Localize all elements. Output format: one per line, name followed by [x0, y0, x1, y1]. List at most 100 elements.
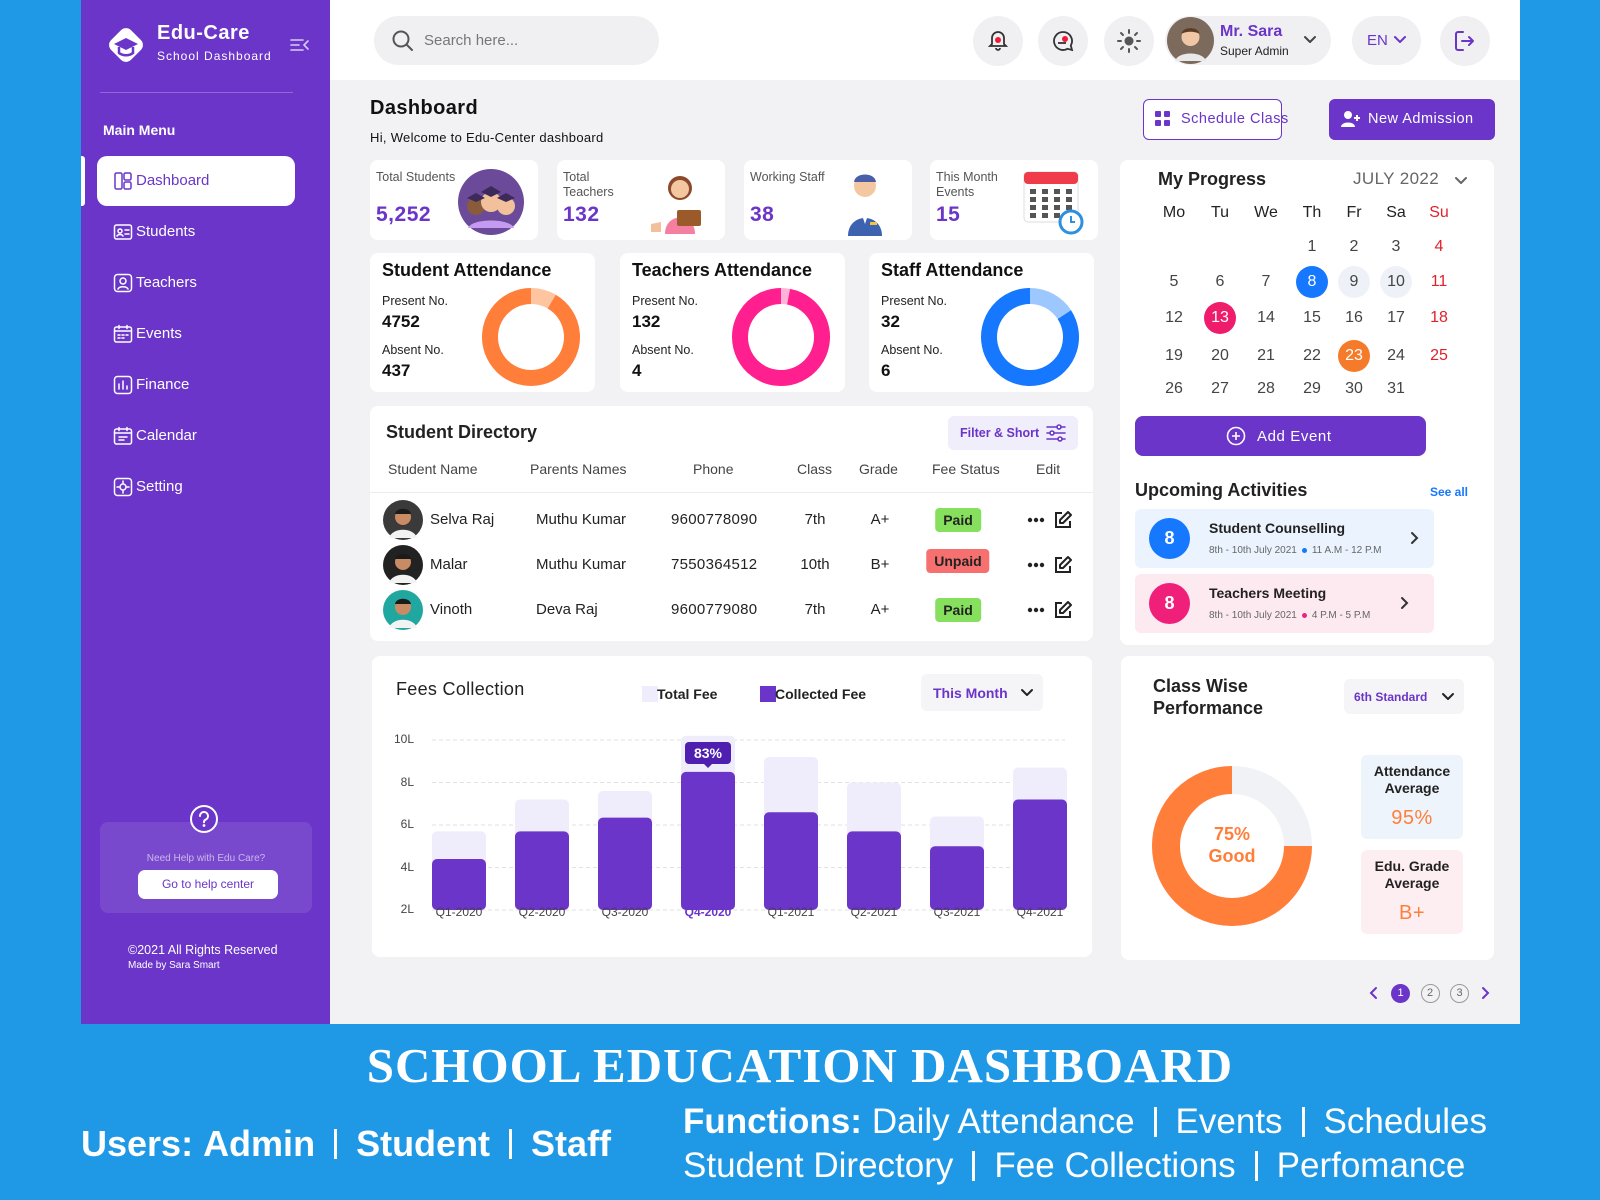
icon-button[interactable] [1038, 16, 1088, 66]
calendar-day[interactable]: 27 [1211, 380, 1229, 397]
page-next[interactable] [1477, 985, 1493, 1001]
select-label: This Month [933, 685, 1008, 701]
grade: A+ [870, 601, 890, 618]
fees-plot [432, 735, 1067, 911]
separator [1153, 1107, 1157, 1137]
user-menu[interactable]: Mr. Sara Super Admin [1165, 16, 1331, 65]
banner-title: SCHOOL EDUCATION DASHBOARD [366, 1038, 1234, 1093]
icon-shape [1024, 172, 1078, 184]
calendar-day[interactable]: 19 [1165, 347, 1183, 364]
dot [1301, 613, 1307, 618]
calendar-day[interactable]: 4 [1434, 238, 1444, 255]
calendar-day[interactable]: 22 [1303, 347, 1321, 364]
calendar-day[interactable]: 21 [1257, 347, 1275, 364]
calendar-day[interactable]: 14 [1257, 309, 1275, 326]
page-prev[interactable] [1366, 985, 1382, 1001]
page-number[interactable]: 3 [1450, 984, 1469, 1003]
calendar-day[interactable]: 9 [1349, 273, 1359, 290]
icon-shape [1059, 601, 1072, 614]
search-box[interactable]: Search here... [374, 16, 659, 65]
attendance-donut [981, 288, 1079, 386]
calendar-day[interactable]: 26 [1165, 380, 1183, 397]
calendar-day[interactable]: 29 [1303, 380, 1321, 397]
logout-button[interactable] [1440, 16, 1490, 66]
schedule-class-button[interactable]: Schedule Class [1143, 99, 1288, 140]
menu-icon [113, 224, 133, 240]
page-number[interactable]: 1 [1391, 984, 1410, 1003]
filter-button[interactable]: Filter & Short [948, 416, 1078, 450]
icon-shape [1369, 987, 1377, 999]
separator [1254, 1151, 1258, 1181]
calendar-day[interactable]: 11 [1430, 273, 1448, 290]
new-admission-button[interactable]: New Admission [1329, 99, 1495, 140]
user-plus-icon [1341, 111, 1360, 127]
calendar-day[interactable]: 25 [1430, 347, 1448, 364]
menu-item[interactable]: Teachers [97, 258, 295, 308]
calendar-day[interactable]: 31 [1387, 380, 1405, 397]
calendar-day[interactable]: 13 [1211, 309, 1229, 326]
help-text: Need Help with Edu Care? [146, 853, 266, 864]
users-line: Users: Admin Student Staff [81, 1123, 611, 1165]
student-avatar [383, 590, 423, 630]
calendar-day[interactable]: 8 [1307, 273, 1317, 290]
function-item: Student Directory [683, 1146, 954, 1185]
calendar-day[interactable]: 7 [1261, 273, 1271, 290]
calendar-day[interactable]: 6 [1215, 273, 1225, 290]
icon-shape [1181, 28, 1200, 34]
more-button[interactable] [1027, 607, 1045, 613]
edit-button[interactable] [1053, 600, 1073, 620]
menu-item[interactable]: Dashboard [97, 156, 295, 206]
x-tick-label: Q4-2021 [1016, 905, 1064, 919]
see-all-link[interactable]: See all [1429, 485, 1468, 499]
calendar-day[interactable]: 28 [1257, 380, 1275, 397]
phone: 9600778090 [671, 511, 758, 528]
add-event-button[interactable]: Add Event [1135, 416, 1426, 456]
metric-label: Edu. Grade Average [1374, 858, 1450, 891]
filter-icon [1046, 424, 1066, 442]
menu-item[interactable]: Setting [97, 462, 295, 512]
icon-button[interactable] [973, 16, 1023, 66]
month-select[interactable]: JULY 2022 [1353, 169, 1440, 188]
calendar-day[interactable]: 23 [1345, 347, 1363, 364]
calendar-day[interactable]: 5 [1169, 273, 1179, 290]
calendar-day[interactable]: 20 [1211, 347, 1229, 364]
menu-item[interactable]: Finance [97, 360, 295, 410]
calendar-day[interactable]: 24 [1387, 347, 1405, 364]
calendar-day[interactable]: 30 [1345, 380, 1363, 397]
calendar-day[interactable]: 2 [1349, 238, 1359, 255]
column-header: Edit [1036, 461, 1061, 477]
weekday: Su [1429, 204, 1449, 221]
calendar-day[interactable]: 10 [1387, 273, 1405, 290]
help-button[interactable]: Go to help center [138, 870, 278, 899]
menu-item[interactable]: Students [97, 207, 295, 257]
activity-item[interactable]: 8 Student Counselling 8th - 10th July 2021… [1135, 509, 1434, 568]
edit-button[interactable] [1053, 510, 1073, 530]
period-select[interactable]: This Month [921, 674, 1043, 711]
absent-label: Absent No. [881, 343, 943, 357]
calendar-day[interactable]: 15 [1303, 309, 1321, 326]
collapse-button[interactable] [290, 38, 310, 52]
language-select[interactable]: EN [1352, 16, 1421, 65]
page-number[interactable]: 2 [1420, 984, 1440, 1003]
activity-item[interactable]: 8 Teachers Meeting 8th - 10th July 2021 4 P… [1135, 574, 1434, 633]
calendar-day[interactable]: 17 [1387, 309, 1405, 326]
student-name: Vinoth [430, 601, 473, 618]
calendar-day[interactable]: 3 [1391, 238, 1401, 255]
calendar-day[interactable]: 1 [1307, 238, 1317, 255]
standard-select[interactable]: 6th Standard [1344, 679, 1464, 714]
present-arc [981, 288, 1079, 386]
menu-item[interactable]: Events [97, 309, 295, 359]
icon-shape [1226, 426, 1246, 446]
more-button[interactable] [1027, 562, 1045, 568]
more-button[interactable] [1027, 517, 1045, 523]
activity-dates: 8th - 10th July 2021 [1209, 610, 1297, 621]
calendar-day[interactable]: 12 [1165, 309, 1183, 326]
calendar-day[interactable]: 18 [1430, 309, 1448, 326]
calendar-day[interactable]: 16 [1345, 309, 1363, 326]
icon-shape [1055, 602, 1071, 618]
icon-button[interactable] [1104, 16, 1154, 66]
menu-item[interactable]: Calendar [97, 411, 295, 461]
y-tick-label: 10L [393, 732, 414, 746]
edit-button[interactable] [1053, 555, 1073, 575]
icon-shape [119, 483, 127, 491]
